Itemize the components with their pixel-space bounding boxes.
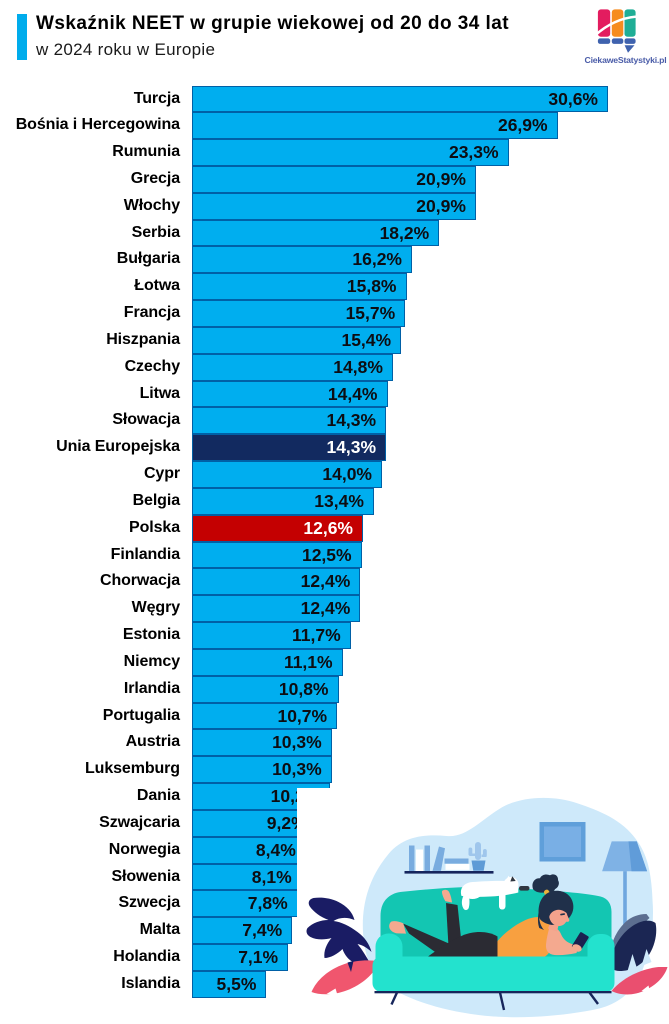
svg-text:CiekaweStatystyki.pl: CiekaweStatystyki.pl [585, 55, 667, 65]
